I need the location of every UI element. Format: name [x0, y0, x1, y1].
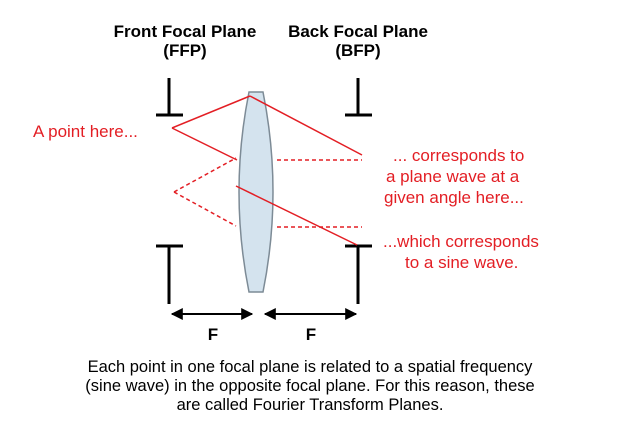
bfp-lower-marker	[345, 244, 372, 304]
annotation-point-here: A point here...	[33, 122, 138, 141]
bfp-title: Back Focal Plane	[288, 22, 428, 41]
ray-solid-3	[171, 127, 238, 161]
ray-solid-2	[249, 95, 363, 156]
caption-line-3: are called Fourier Transform Planes.	[177, 396, 444, 414]
caption-line-1: Each point in one focal plane is related…	[88, 358, 534, 376]
annotation-sine-wave-2: to a sine wave.	[405, 253, 518, 272]
annotation-sine-wave-1: ...which corresponds	[383, 232, 539, 251]
ray-dashed-2	[173, 191, 237, 227]
distance-label-left: F	[208, 325, 218, 344]
ray-paths-dashed	[173, 157, 362, 228]
ffp-upper-marker	[156, 78, 183, 117]
ray-solid-4	[235, 185, 358, 246]
bfp-upper-marker	[345, 78, 372, 117]
caption-line-2: (sine wave) in the opposite focal plane.…	[85, 377, 534, 395]
ray-solid-1	[171, 95, 251, 129]
bfp-abbrev: (BFP)	[335, 41, 380, 60]
ffp-title: Front Focal Plane	[114, 22, 257, 41]
annotation-plane-wave-1: ... corresponds to	[393, 146, 524, 165]
annotation-plane-wave-2: a plane wave at a	[386, 167, 520, 186]
annotation-plane-wave-3: given angle here...	[384, 188, 524, 207]
ray-dashed-1	[173, 157, 237, 193]
ffp-abbrev: (FFP)	[163, 41, 206, 60]
distance-label-right: F	[306, 325, 316, 344]
convex-lens	[238, 91, 274, 293]
ffp-lower-marker	[156, 244, 183, 304]
ray-paths-solid	[171, 95, 363, 246]
